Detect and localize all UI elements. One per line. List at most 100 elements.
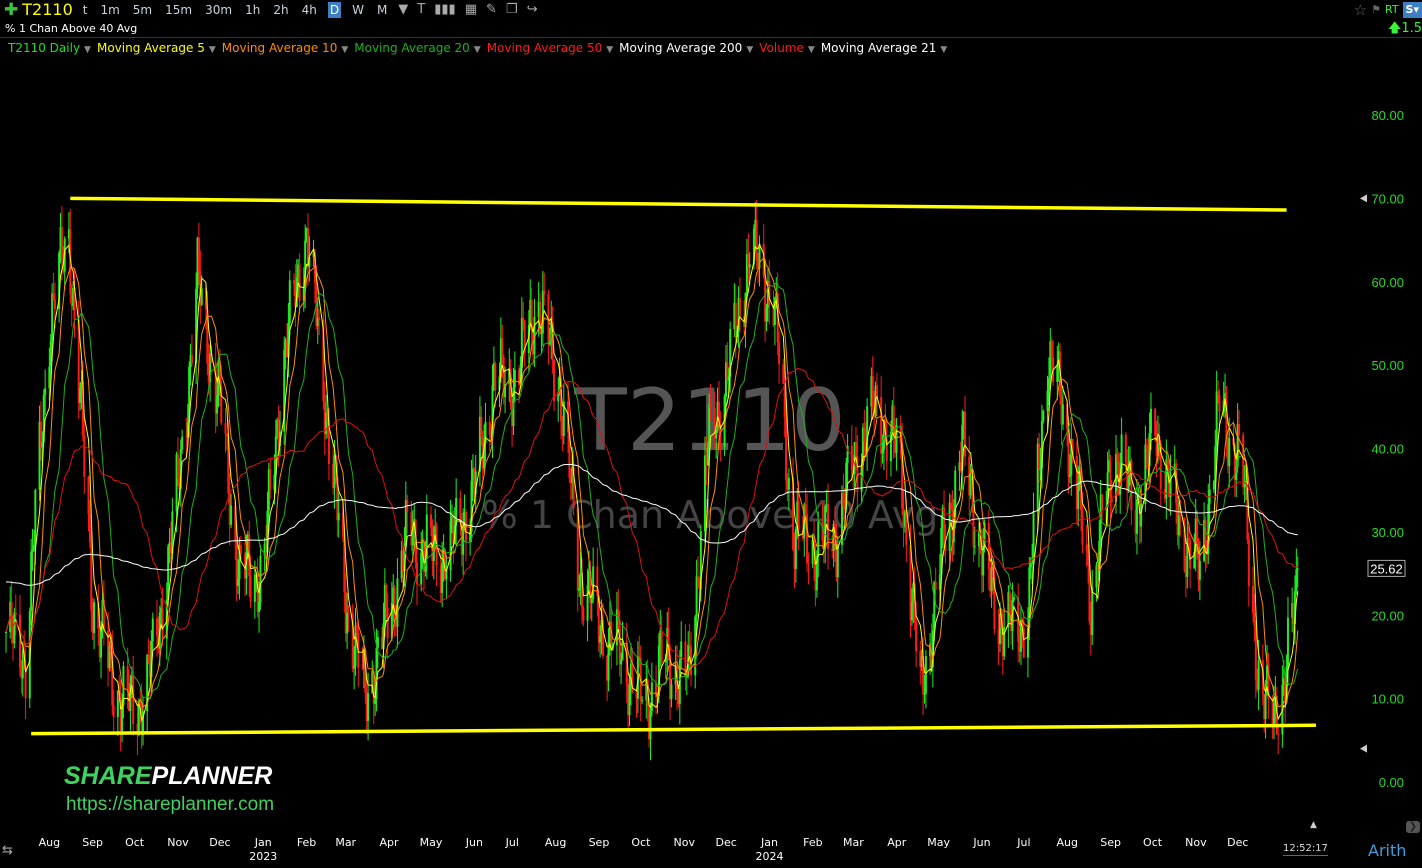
dropdown-icon[interactable]: ▼	[473, 45, 481, 55]
candle	[1087, 543, 1090, 584]
candle	[709, 383, 712, 422]
candle	[107, 612, 110, 687]
timeframe-D[interactable]: D	[327, 2, 342, 18]
brand-url[interactable]: https://shareplanner.com	[66, 794, 275, 815]
candle	[48, 347, 51, 401]
candle	[861, 423, 864, 479]
marker-icon	[1360, 194, 1367, 203]
dropdown-icon[interactable]: ▼	[84, 45, 91, 55]
timeframe-30m[interactable]: 30m	[205, 3, 233, 17]
candle	[792, 457, 795, 552]
x-tick-label: Dec	[209, 836, 230, 849]
scroll-up-icon[interactable]: ▲	[1310, 820, 1317, 830]
candle	[259, 544, 262, 610]
legend-item[interactable]: Moving Average 20 ▼	[354, 41, 480, 58]
calculator-icon[interactable]: ▦	[464, 2, 478, 17]
candle	[1071, 438, 1074, 464]
dropdown-icon[interactable]: ▼	[341, 45, 349, 55]
timeframe-15m[interactable]: 15m	[165, 3, 193, 17]
candle	[323, 381, 326, 455]
share-icon[interactable]: ↪	[526, 2, 538, 17]
timeframe-5m[interactable]: 5m	[132, 3, 153, 17]
add-symbol-icon[interactable]: ✚	[4, 0, 19, 20]
candle	[796, 487, 799, 540]
candle	[11, 615, 14, 661]
dropdown-icon[interactable]: ▼	[940, 45, 948, 55]
candle	[885, 418, 888, 480]
text-tool-icon[interactable]: T	[417, 2, 426, 17]
candle	[1070, 423, 1073, 496]
y-tick-label: 50.00	[1371, 358, 1404, 373]
candle	[225, 433, 228, 451]
legend-label: Volume	[759, 41, 804, 55]
candle	[863, 409, 866, 462]
candle	[90, 521, 93, 632]
candle	[621, 621, 624, 661]
candle	[680, 621, 683, 670]
candle	[1135, 478, 1138, 555]
pencil-icon[interactable]: ✎	[486, 2, 497, 17]
candle	[276, 417, 279, 440]
clock: 12:52:17	[1283, 843, 1328, 856]
candle	[1176, 491, 1179, 546]
candle	[747, 233, 750, 284]
candle	[1049, 328, 1052, 388]
dropdown-icon[interactable]: ▼	[807, 45, 815, 55]
star-icon[interactable]: ☆	[1353, 1, 1368, 19]
legend-item[interactable]: Moving Average 21 ▼	[821, 41, 947, 58]
symbol-label[interactable]: T2110	[22, 0, 73, 19]
candle	[951, 490, 954, 562]
folders-icon[interactable]: ❐	[505, 2, 518, 17]
scale-mode-button[interactable]: Arith	[1368, 841, 1407, 860]
timeframe-t[interactable]: t	[82, 3, 88, 17]
timeframe-W[interactable]: W	[352, 3, 364, 17]
candle	[783, 365, 786, 438]
y-tick-label: 80.00	[1371, 108, 1404, 123]
timeframe-2h[interactable]: 2h	[273, 3, 289, 17]
x-tick-label: Apr	[887, 836, 907, 849]
timeframe-1m[interactable]: 1m	[100, 3, 120, 17]
next-arrow-icon[interactable]: ❯	[1406, 821, 1420, 833]
candle	[674, 645, 677, 700]
candle	[1272, 685, 1275, 740]
legend-item[interactable]: Moving Average 10 ▼	[222, 41, 348, 58]
moving-average-50-line	[5, 368, 1298, 667]
scroll-arrows-icon[interactable]: ⇆	[2, 843, 13, 858]
s-menu-button[interactable]: S▾	[1402, 2, 1422, 18]
x-tick-label: Jul	[1016, 836, 1030, 849]
candle	[958, 450, 961, 491]
dropdown-icon[interactable]: ▼	[746, 45, 754, 55]
candle	[1144, 425, 1147, 512]
trendline-resistance[interactable]	[70, 196, 1287, 212]
candle	[404, 481, 407, 555]
trendline-support[interactable]	[31, 723, 1316, 736]
legend-item[interactable]: Moving Average 5 ▼	[97, 41, 216, 58]
candle	[294, 264, 297, 327]
candle	[267, 462, 270, 532]
legend-item[interactable]: Moving Average 50 ▼	[487, 41, 613, 58]
candle	[930, 623, 933, 670]
timeframe-1h[interactable]: 1h	[245, 3, 261, 17]
candle	[919, 640, 922, 685]
candle	[302, 267, 305, 312]
dropdown-icon[interactable]: ▼	[606, 45, 614, 55]
dropdown-icon[interactable]: ▼	[208, 45, 216, 55]
candle	[1247, 532, 1250, 607]
timeframe-M[interactable]: M	[376, 3, 388, 17]
candle	[850, 425, 853, 481]
candle	[351, 603, 354, 673]
flag-icon[interactable]: ⚑	[1371, 3, 1381, 16]
bar-chart-icon[interactable]: ▮▮▮	[434, 2, 456, 17]
x-tick-label: Oct	[1143, 836, 1163, 849]
legend-item[interactable]: Moving Average 200 ▼	[619, 41, 753, 58]
candle	[1228, 417, 1231, 488]
timeframe-4h[interactable]: 4h	[301, 3, 317, 17]
candle	[641, 696, 644, 705]
candle	[38, 405, 41, 501]
candle	[1267, 652, 1270, 719]
legend-item[interactable]: T2110 Daily ▼	[8, 41, 91, 58]
candle	[1089, 601, 1092, 656]
legend-item[interactable]: Volume ▼	[759, 41, 815, 58]
dropdown-icon[interactable]: ▼	[398, 2, 409, 17]
